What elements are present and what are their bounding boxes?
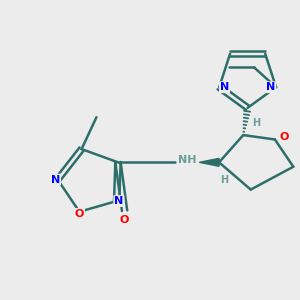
Text: N: N [114, 196, 124, 206]
Text: N: N [51, 175, 60, 184]
Text: NH: NH [178, 155, 197, 165]
Text: O: O [120, 215, 129, 225]
Text: H: H [220, 175, 228, 184]
Text: H: H [252, 118, 260, 128]
Text: N: N [220, 82, 229, 92]
Text: O: O [280, 132, 289, 142]
Text: O: O [75, 209, 84, 219]
Text: N: N [266, 82, 275, 92]
Polygon shape [199, 158, 219, 166]
